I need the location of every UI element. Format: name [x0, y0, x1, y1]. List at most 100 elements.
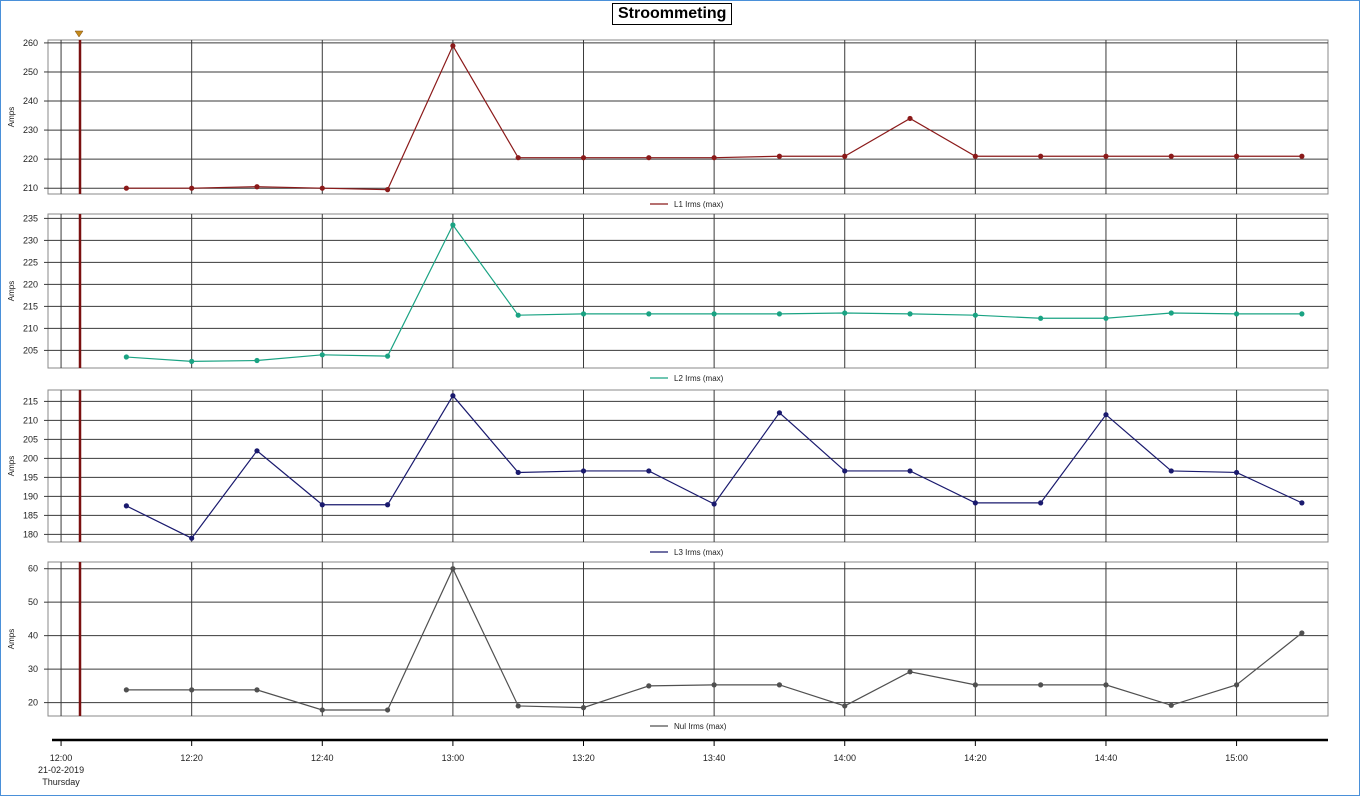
data-point	[123, 687, 129, 693]
data-point	[1168, 468, 1174, 474]
y-tick-label: 200	[23, 453, 38, 463]
data-point	[1103, 153, 1109, 159]
legend-label: L2 Irms (max)	[674, 374, 724, 383]
data-point	[972, 153, 978, 159]
data-point	[123, 503, 129, 509]
data-point	[515, 469, 521, 476]
data-point	[776, 682, 783, 688]
y-axis-label: Amps	[7, 456, 16, 476]
data-point	[1299, 630, 1305, 636]
data-point	[907, 115, 913, 122]
chart-title: Stroommeting	[612, 3, 733, 25]
data-point	[450, 222, 456, 228]
y-tick-label: 230	[23, 235, 38, 245]
y-tick-label: 215	[23, 396, 38, 406]
data-point	[1233, 153, 1240, 159]
data-point	[907, 468, 913, 474]
y-tick-label: 40	[28, 631, 38, 641]
data-point	[384, 502, 391, 508]
x-tick-label: 12:40	[311, 753, 334, 763]
data-point	[776, 311, 783, 317]
data-point	[319, 185, 325, 191]
data-point	[907, 311, 913, 317]
y-tick-label: 60	[28, 564, 38, 574]
data-point	[254, 448, 260, 454]
y-tick-label: 20	[28, 698, 38, 708]
data-point	[842, 310, 848, 316]
data-point	[972, 500, 978, 506]
y-tick-label: 205	[23, 345, 38, 355]
y-tick-label: 30	[28, 664, 38, 674]
x-tick-label: 15:00	[1225, 753, 1248, 763]
x-tick-label: 12:20	[180, 753, 203, 763]
panel-1: 210 220 230 240 250 260 Amps L1 Irms (max)	[7, 38, 1329, 209]
data-point	[580, 705, 587, 711]
y-tick-label: 220	[23, 154, 38, 164]
y-tick-label: 210	[23, 415, 38, 425]
y-tick-label: 215	[23, 301, 38, 311]
data-point	[189, 687, 195, 693]
x-tick-label: 13:20	[572, 753, 595, 763]
data-point	[711, 155, 717, 161]
data-point	[189, 185, 195, 191]
data-point	[972, 682, 978, 688]
data-point	[776, 410, 783, 416]
data-point	[1038, 153, 1044, 159]
panel-3: 180 185 190 195 200 205 210 215 Amps L3 Irms (max…	[7, 389, 1329, 557]
data-point	[384, 187, 391, 193]
data-point	[254, 687, 260, 693]
data-point	[842, 703, 848, 709]
data-point	[1103, 315, 1109, 321]
plot-frame	[47, 39, 1329, 195]
data-point	[254, 184, 260, 190]
data-point	[1168, 702, 1174, 708]
legend-label: Nul Irms (max)	[674, 722, 727, 731]
panel-4: 20 30 40 50 60 Amps Nul Irms (max)	[7, 561, 1329, 731]
data-point	[123, 185, 129, 191]
data-point	[646, 683, 652, 689]
y-tick-label: 185	[23, 510, 38, 520]
data-point	[1233, 682, 1240, 688]
data-point	[1103, 682, 1109, 688]
y-tick-label: 240	[23, 96, 38, 106]
x-tick-label: 14:20	[964, 753, 987, 763]
y-tick-label: 230	[23, 125, 38, 135]
legend-label: L1 Irms (max)	[674, 200, 724, 209]
data-point	[1103, 412, 1109, 418]
data-point	[1038, 315, 1044, 321]
data-point	[1168, 310, 1174, 316]
y-tick-label: 190	[23, 491, 38, 501]
x-tick-label: 12:00	[50, 753, 73, 763]
data-point	[1038, 682, 1044, 688]
y-tick-label: 210	[23, 183, 38, 193]
day-label: Thursday	[42, 777, 80, 787]
data-point	[319, 352, 325, 358]
data-point	[907, 669, 913, 675]
data-point	[450, 43, 456, 49]
y-tick-label: 260	[23, 38, 38, 48]
data-point	[646, 468, 652, 474]
x-tick-label: 14:00	[833, 753, 856, 763]
data-point	[711, 311, 717, 317]
y-tick-label: 250	[23, 67, 38, 77]
data-point	[1233, 469, 1240, 476]
y-tick-label: 195	[23, 472, 38, 482]
plot-frame	[47, 389, 1329, 543]
data-point	[515, 312, 521, 318]
data-point	[189, 535, 195, 541]
data-point	[1299, 153, 1305, 159]
data-point	[384, 707, 391, 713]
y-tick-label: 210	[23, 323, 38, 333]
plot-frame	[47, 213, 1329, 369]
data-point	[1168, 153, 1174, 159]
y-tick-label: 50	[28, 597, 38, 607]
cursor-marker	[74, 30, 84, 38]
data-point	[450, 393, 456, 399]
data-point	[1299, 500, 1305, 506]
data-point	[254, 357, 260, 364]
x-tick-label: 13:40	[703, 753, 726, 763]
data-point	[580, 468, 587, 474]
data-point	[1233, 311, 1240, 317]
legend-label: L3 Irms (max)	[674, 548, 724, 557]
